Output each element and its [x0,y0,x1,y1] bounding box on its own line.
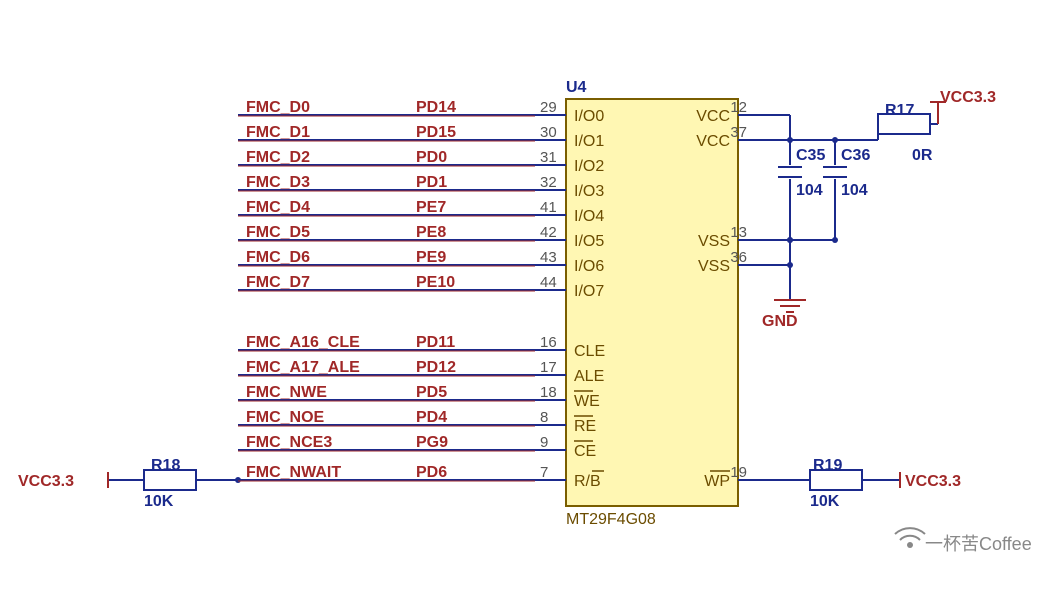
label: U4 [566,79,587,96]
label: VCC [696,108,730,125]
label: 41 [540,199,557,216]
label: VSS [698,233,730,250]
label: WP [704,473,730,490]
label: 43 [540,249,557,266]
schematic-canvas: U4 MT29F4G08 29 I/O0 FMC_D0 PD14 30 I/O1 FMC_D1 P… [0,0,1055,603]
label: FMC_NWE [246,384,327,401]
label: PD12 [416,359,456,376]
label: 13 [730,224,747,241]
label: 10K [144,493,174,510]
label: R19 [813,457,842,474]
label: FMC_D5 [246,224,310,241]
label: PD4 [416,409,447,426]
label: 36 [730,249,747,266]
label: FMC_D7 [246,274,310,291]
label: 19 [730,464,747,481]
label: PD11 [416,334,455,351]
label: 0R [912,147,933,164]
label: FMC_D2 [246,149,310,166]
label: 32 [540,174,557,191]
label: I/O5 [574,233,604,250]
label: VSS [698,258,730,275]
label: PE10 [416,274,455,291]
label: 一杯苦Coffee [925,534,1032,554]
label: R/B [574,473,601,490]
label: 10K [810,493,840,510]
label: I/O6 [574,258,604,275]
label: VCC [696,133,730,150]
label: FMC_D3 [246,174,310,191]
label: 29 [540,99,557,116]
label: FMC_D4 [246,199,310,216]
label: PD6 [416,464,447,481]
label: 31 [540,149,557,166]
label: FMC_A16_CLE [246,334,360,351]
label: 44 [540,274,557,291]
label: 17 [540,359,557,376]
label: PD0 [416,149,447,166]
label: 30 [540,124,557,141]
label: 8 [540,409,548,426]
label: R18 [151,457,180,474]
label: I/O4 [574,208,604,225]
label: VCC3.3 [905,473,961,490]
label: I/O1 [574,133,604,150]
label: 16 [540,334,557,351]
label: VCC3.3 [18,473,74,490]
label: PG9 [416,434,448,451]
label: C35 [796,147,825,164]
label: MT29F4G08 [566,511,656,528]
label: FMC_NCE3 [246,434,332,451]
label: PE9 [416,249,446,266]
label: WE [574,393,600,410]
label: 18 [540,384,557,401]
label: PD1 [416,174,447,191]
label: PE7 [416,199,446,216]
label: 9 [540,434,548,451]
label: PD5 [416,384,447,401]
label: 104 [796,182,823,199]
label: PD14 [416,99,456,116]
label: FMC_A17_ALE [246,359,360,376]
label: 7 [540,464,548,481]
label: CE [574,443,596,460]
label: R17 [885,102,914,119]
label: PD15 [416,124,456,141]
label: RE [574,418,596,435]
label: C36 [841,147,870,164]
label: FMC_NOE [246,409,325,426]
label: I/O7 [574,283,604,300]
label: 42 [540,224,557,241]
label: I/O2 [574,158,604,175]
label: FMC_D6 [246,249,310,266]
label: I/O3 [574,183,604,200]
label: FMC_D0 [246,99,310,116]
label: 104 [841,182,868,199]
label: ALE [574,368,604,385]
label: PE8 [416,224,446,241]
label: FMC_D1 [246,124,310,141]
label: 37 [730,124,747,141]
label: VCC3.3 [940,89,996,106]
label: CLE [574,343,605,360]
label: GND [762,313,798,330]
label: FMC_NWAIT [246,464,341,481]
label: I/O0 [574,108,604,125]
label: 12 [730,99,747,116]
